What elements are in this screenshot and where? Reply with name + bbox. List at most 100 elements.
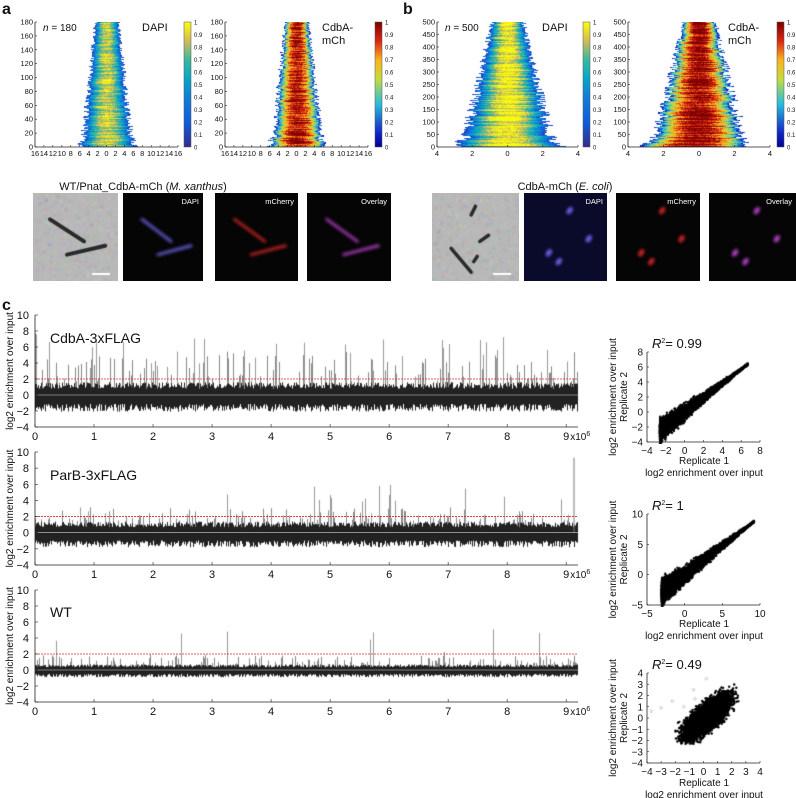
y-tick-label: 250 <box>613 80 626 89</box>
y-tick-label: 0 <box>23 665 29 677</box>
x-tick-label: 0 <box>294 149 298 158</box>
y-tick-label: 10 <box>17 585 29 597</box>
colorbar-tick-label: 1 <box>787 21 791 27</box>
x-tick-label: 2 <box>729 767 735 778</box>
y-axis-label: log2 enrichment over input <box>608 500 619 618</box>
y-tick-label: 120 <box>20 59 33 68</box>
x-tick-label: −1 <box>684 767 696 778</box>
y-tick-label: 120 <box>210 59 223 68</box>
colorbar-tick-label: 0.6 <box>593 71 602 77</box>
x-tick-label: 2 <box>661 149 665 158</box>
y-tick-label: 250 <box>422 80 435 89</box>
x-tick-label: 1 <box>715 767 721 778</box>
x-tick-label: 2 <box>470 149 474 158</box>
x-multiplier: x106 <box>570 431 590 443</box>
channel-label: mCh <box>728 35 751 47</box>
colorbar-tick-label: 0.8 <box>593 46 602 52</box>
y-tick-label: 0 <box>219 143 223 152</box>
x-multiplier: x106 <box>570 706 590 718</box>
x-tick-label: 16 <box>174 149 182 158</box>
x-tick-label: 6 <box>386 569 392 581</box>
colorbar-tick-label: 0.7 <box>385 58 394 64</box>
x-tick-label: 2 <box>285 149 289 158</box>
x-tick-label: 12 <box>346 149 354 158</box>
x-tick-label: 6 <box>268 149 272 158</box>
y-tick-label: 2 <box>637 691 643 702</box>
y-tick-label: −4 <box>16 697 29 709</box>
colorbar-tick-label: 0.3 <box>787 108 796 114</box>
y-tick-label: 2 <box>23 512 29 524</box>
x-tick-label: 6 <box>78 149 82 158</box>
x-tick-label: 2 <box>701 446 707 457</box>
y-axis-label-2: Replicate 2 <box>619 534 630 584</box>
r-squared-label: R2= 1 <box>652 498 684 513</box>
x-tick-label: 8 <box>757 446 763 457</box>
y-axis-label: log2 enrichment over input <box>5 587 16 705</box>
micrograph-L-mcherry <box>215 193 298 281</box>
y-tick-label: −4 <box>16 422 29 434</box>
r-squared-label: R2= 0.99 <box>652 336 702 351</box>
y-tick-label: 5 <box>637 540 643 551</box>
y-tick-label: 6 <box>637 363 643 374</box>
colorbar-tick-label: 0.3 <box>593 108 602 114</box>
x-tick-label: 4 <box>720 446 726 457</box>
y-axis-label-2: Replicate 2 <box>619 372 630 422</box>
micrograph-L-phase <box>33 193 118 281</box>
y-tick-label: 4 <box>637 669 643 680</box>
colorbar-frame <box>582 21 591 148</box>
x-tick-label: 4 <box>626 149 630 158</box>
scatter-points-s-cdba <box>647 352 766 444</box>
y-tick-label: 60 <box>25 101 33 110</box>
x-tick-label: 2 <box>113 149 117 158</box>
x-tick-label: −4 <box>641 767 653 778</box>
colorbar-tick-label: 0.2 <box>385 121 394 127</box>
micrograph-channel-label: Overlay <box>361 197 387 206</box>
trace-title: WT <box>50 604 72 620</box>
y-tick-label: 200 <box>613 93 626 102</box>
x-tick-label: 10 <box>754 609 766 620</box>
x-tick-label: 4 <box>268 431 274 443</box>
channel-label: DAPI <box>142 22 168 34</box>
y-tick-label: 4 <box>23 633 29 645</box>
panel-label-c: c <box>2 297 11 314</box>
x-tick-label: 7 <box>445 706 451 718</box>
x-tick-label: 12 <box>49 149 57 158</box>
y-tick-label: 0 <box>637 408 643 419</box>
x-tick-label: −4 <box>641 446 653 457</box>
x-tick-label: 10 <box>58 149 66 158</box>
y-axis-label: log2 enrichment over input <box>5 449 16 567</box>
y-tick-label: 150 <box>613 105 626 114</box>
x-tick-label: 2 <box>150 431 156 443</box>
y-tick-label: 0 <box>23 528 29 540</box>
channel-label: mCh <box>322 35 345 47</box>
colorbar-tick-label: 0.1 <box>593 133 602 139</box>
colorbar-frame <box>374 21 383 148</box>
x-tick-label: 7 <box>445 569 451 581</box>
x-axis-label-2: log2 enrichment over input <box>645 468 763 479</box>
y-tick-label: 80 <box>25 87 33 96</box>
y-axis-label: log2 enrichment over input <box>5 312 16 430</box>
scatter-points-s-parb <box>647 514 766 607</box>
x-tick-label: 2 <box>150 706 156 718</box>
x-tick-label: 6 <box>738 446 744 457</box>
y-tick-label: 8 <box>23 463 29 475</box>
x-tick-label: 14 <box>355 149 363 158</box>
colorbar-tick-label: 0.9 <box>194 33 203 39</box>
colorbar-tick-label: 0 <box>385 146 389 152</box>
colorbar-tick-label: 0.4 <box>385 96 394 102</box>
y-tick-label: 350 <box>422 55 435 64</box>
x-multiplier: x106 <box>570 569 590 581</box>
x-tick-label: 2 <box>732 149 736 158</box>
x-tick-label: 0 <box>505 149 509 158</box>
x-tick-label: 0 <box>697 149 701 158</box>
x-tick-label: 2 <box>541 149 545 158</box>
y-tick-label: −4 <box>632 759 644 770</box>
channel-label: CdbA- <box>322 22 354 34</box>
y-tick-label: −4 <box>632 438 644 449</box>
colorbar-tick-label: 0.7 <box>194 58 203 64</box>
genome-trace-c-wt <box>35 590 582 702</box>
x-tick-label: 3 <box>209 569 215 581</box>
y-tick-label: 350 <box>613 55 626 64</box>
x-tick-label: 0 <box>701 767 707 778</box>
